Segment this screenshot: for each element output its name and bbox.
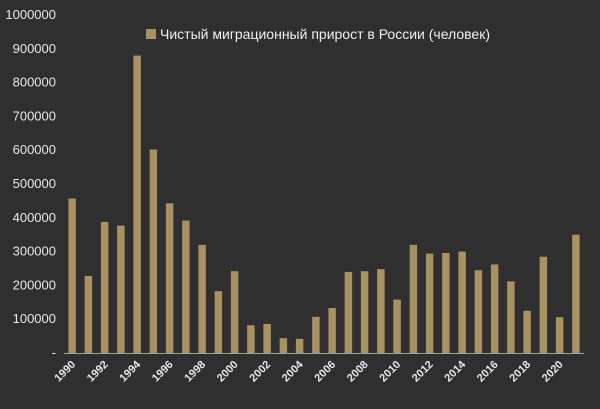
x-axis-tick-labels: 1990 1992 1994 1996 1998 2000 2002 2004 2006 2008… [52, 358, 565, 384]
x-tick-label: 2006 [312, 359, 338, 385]
y-tick-label: 500000 [13, 176, 56, 191]
bars [68, 55, 580, 354]
x-tick-label: 2020 [540, 359, 566, 385]
x-tick-label: 1990 [52, 359, 78, 385]
bar-1991 [84, 275, 93, 353]
x-tick-label: 2016 [475, 359, 501, 385]
bar-2017 [507, 281, 515, 353]
y-axis-tick-labels: - 100000 200000 300000 400000 500000 600000 700… [5, 7, 56, 360]
bar-2007 [344, 271, 353, 353]
bar-1997 [182, 220, 190, 353]
x-tick-label: 1994 [117, 358, 143, 384]
x-tick-label: 2014 [442, 358, 468, 384]
x-tick-label: 1996 [150, 359, 176, 385]
legend: Чистый миграционный прирост в России (че… [146, 26, 490, 42]
x-tick-label: 2018 [507, 359, 533, 385]
bar-1998 [198, 244, 206, 353]
bar-1992 [100, 221, 109, 353]
bar-1994 [133, 55, 141, 354]
y-tick-label: 100000 [13, 311, 56, 326]
legend-label: Чистый миграционный прирост в России (че… [160, 26, 490, 42]
y-tick-label: 400000 [13, 210, 56, 225]
y-tick-label: 600000 [13, 142, 56, 157]
bar-2021 [572, 234, 580, 353]
bar-2010 [393, 299, 401, 353]
bar-2013 [442, 252, 450, 353]
bar-2004 [295, 338, 304, 353]
bar-2016 [490, 264, 499, 353]
y-tick-label: - [52, 345, 56, 360]
y-tick-label: 300000 [13, 244, 56, 259]
bar-1996 [165, 203, 174, 353]
bar-2014 [458, 251, 466, 353]
y-tick-label: 1000000 [5, 7, 56, 22]
bar-2005 [312, 316, 320, 353]
bar-2009 [377, 269, 385, 353]
bar-1999 [214, 291, 223, 353]
y-tick-label: 700000 [13, 108, 56, 123]
y-tick-label: 200000 [13, 277, 56, 292]
bar-2008 [360, 271, 369, 353]
y-tick-label: 800000 [13, 75, 56, 90]
bar-2019 [539, 256, 548, 353]
bar-1995 [149, 149, 158, 353]
y-tick-label: 900000 [13, 41, 56, 56]
bar-2000 [230, 271, 239, 353]
legend-swatch [146, 29, 156, 39]
bar-2015 [474, 270, 483, 353]
bar-1993 [117, 225, 125, 353]
bar-2001 [247, 325, 255, 353]
bar-1990 [68, 198, 76, 353]
x-tick-label: 1998 [182, 359, 208, 385]
bar-2006 [328, 308, 336, 353]
x-tick-label: 2004 [280, 358, 306, 384]
x-tick-label: 2000 [215, 359, 241, 385]
x-tick-label: 1992 [85, 359, 111, 385]
x-tick-label: 2012 [410, 359, 436, 385]
x-tick-label: 2002 [247, 359, 273, 385]
bar-2018 [523, 310, 531, 353]
bar-2002 [263, 323, 271, 353]
bar-2011 [409, 244, 418, 353]
bar-2012 [425, 253, 434, 353]
bar-2003 [279, 338, 288, 353]
bar-2020 [555, 317, 564, 353]
x-tick-label: 2010 [377, 359, 403, 385]
x-tick-label: 2008 [345, 359, 371, 385]
